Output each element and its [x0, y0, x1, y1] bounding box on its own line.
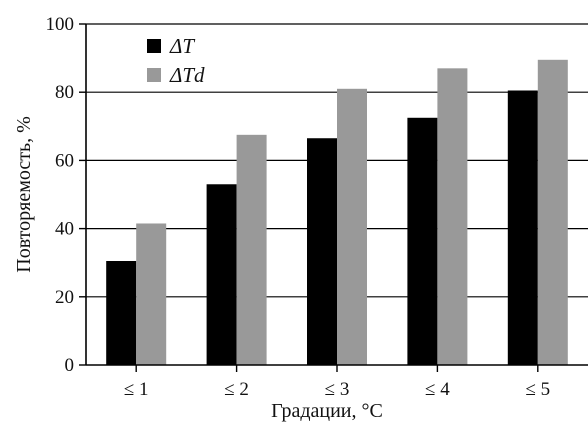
- legend-swatch-dt: [147, 39, 161, 53]
- y-tick-label: 20: [55, 287, 74, 308]
- x-tick-label: ≤ 5: [525, 379, 550, 400]
- x-axis-title: Градации, °C: [271, 400, 383, 422]
- bar-dt-1: [106, 260, 137, 365]
- bars: [106, 59, 568, 366]
- legend-label-dtd: ΔTd: [169, 63, 205, 87]
- bar-dt-2: [206, 184, 237, 365]
- x-tick-label: ≤ 3: [325, 379, 350, 400]
- bar-dt-4: [407, 117, 438, 366]
- bar-dtd-5: [537, 59, 568, 366]
- y-tick-label: 80: [55, 82, 74, 103]
- bar-dtd-4: [437, 68, 468, 365]
- x-tick-label: ≤ 2: [224, 379, 249, 400]
- x-tick-label: ≤ 1: [124, 379, 149, 400]
- x-tick-label: ≤ 4: [425, 379, 450, 400]
- y-tick-label: 40: [55, 219, 74, 240]
- bar-dtd-2: [236, 134, 267, 365]
- legend: ΔT ΔTd: [147, 34, 205, 87]
- bar-dt-3: [307, 138, 337, 365]
- legend-label-dt: ΔT: [169, 34, 195, 58]
- y-axis-title: Повторяемость, %: [13, 116, 35, 273]
- bar-dtd-3: [337, 88, 367, 365]
- y-tick-label: 0: [65, 355, 75, 376]
- bar-dtd-1: [136, 223, 167, 365]
- legend-swatch-dtd: [147, 68, 161, 82]
- bar-dt-5: [507, 90, 538, 366]
- ticks: 0 20 40 60 80 100 ≤ 1 ≤ 2 ≤ 3 ≤ 4 ≤ 5: [46, 14, 551, 400]
- y-tick-label: 100: [46, 14, 75, 35]
- y-tick-label: 60: [55, 150, 74, 171]
